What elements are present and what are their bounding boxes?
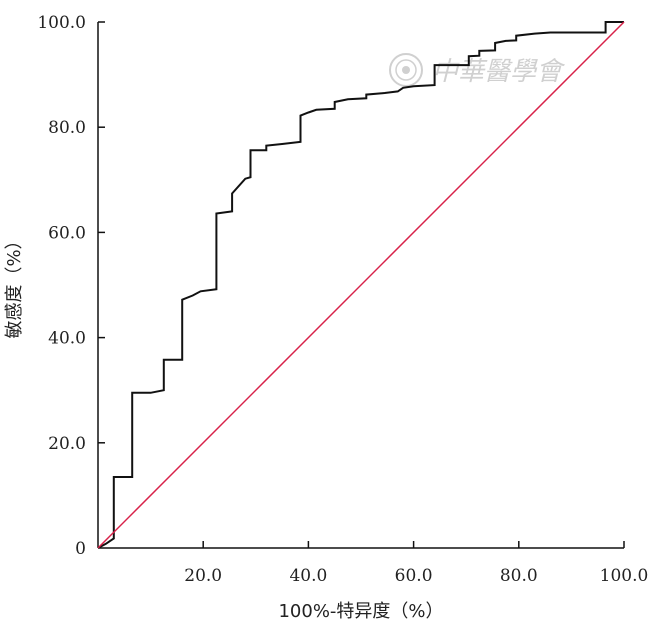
x-tick-label: 40.0 bbox=[289, 566, 327, 586]
y-axis-title: 敏感度（%） bbox=[4, 231, 25, 338]
x-tick-label: 20.0 bbox=[184, 566, 222, 586]
x-tick-label: 100.0 bbox=[600, 566, 649, 586]
watermark-seal-icon bbox=[389, 53, 423, 87]
watermark: 中華醫學會 bbox=[389, 53, 566, 87]
tick-labels: 20.0 40.0 60.0 80.0 100.0 0 20.0 40.0 60.0 80.0 10… bbox=[37, 13, 648, 586]
y-tick-label: 0 bbox=[75, 539, 86, 559]
y-tick-label: 80.0 bbox=[48, 118, 86, 138]
x-tick-label: 80.0 bbox=[500, 566, 538, 586]
x-axis-title: 100%-特异度（%） bbox=[278, 601, 443, 622]
x-tick-label: 60.0 bbox=[395, 566, 433, 586]
series-layer bbox=[97, 21, 625, 549]
reference-diagonal-line bbox=[97, 21, 625, 549]
watermark-text: 中華醫學會 bbox=[432, 57, 566, 87]
y-tick-label: 60.0 bbox=[48, 223, 86, 243]
y-tick-label: 20.0 bbox=[48, 434, 86, 454]
y-tick-label: 40.0 bbox=[48, 329, 86, 349]
roc-curve-line bbox=[97, 21, 624, 549]
y-tick-label: 100.0 bbox=[37, 13, 86, 33]
tick-marks bbox=[98, 21, 625, 548]
